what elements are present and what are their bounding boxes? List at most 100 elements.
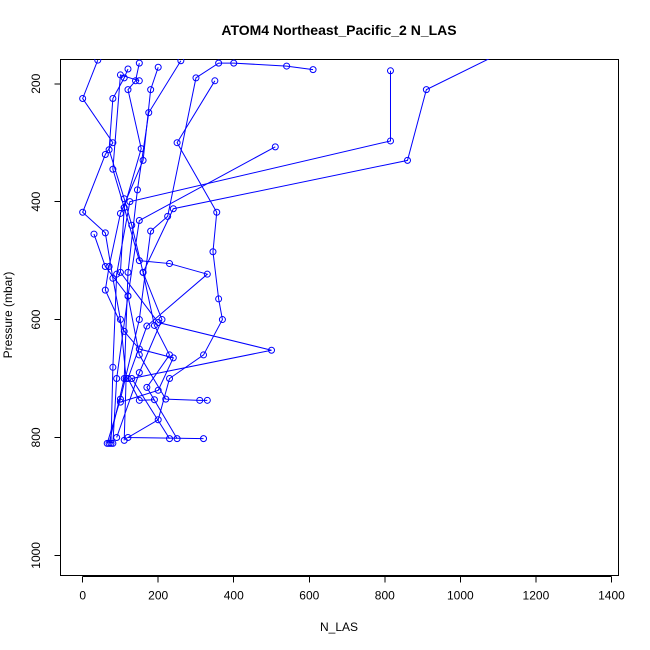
x-axis-label: N_LAS <box>320 620 358 634</box>
series-line <box>93 233 208 401</box>
x-tick-label: 1200 <box>523 589 550 603</box>
data-point <box>135 217 143 225</box>
data-point <box>126 198 134 206</box>
data-point <box>105 146 113 154</box>
data-point <box>116 71 124 79</box>
data-point <box>154 386 162 394</box>
data-point <box>109 363 117 371</box>
data-point <box>133 186 141 194</box>
data-point <box>200 351 208 359</box>
series-group <box>107 67 394 447</box>
x-tick-label: 400 <box>224 589 244 603</box>
data-point <box>495 51 501 57</box>
data-point <box>124 375 132 383</box>
data-point <box>169 205 177 213</box>
series-line <box>108 60 182 444</box>
data-point <box>113 270 121 278</box>
series-group <box>101 63 177 406</box>
data-point <box>109 439 117 447</box>
data-point <box>135 59 143 67</box>
data-point <box>79 95 87 102</box>
data-point <box>101 229 109 237</box>
data-point <box>162 395 170 403</box>
data-point <box>196 396 204 404</box>
data-point <box>109 274 117 282</box>
x-tick-label: 1400 <box>598 589 625 603</box>
data-point <box>283 62 291 70</box>
data-point <box>203 270 211 278</box>
x-axis: 0 200 400 600 800 1000 1200 1400 <box>79 576 625 603</box>
series-group <box>105 59 185 447</box>
data-point <box>169 354 177 362</box>
series-line <box>104 67 175 403</box>
series-group <box>109 143 279 447</box>
data-point <box>135 345 143 353</box>
plot-frame <box>60 59 619 576</box>
data-point <box>215 59 223 67</box>
data-point <box>268 346 276 354</box>
series-line <box>126 80 223 440</box>
data-point <box>143 322 151 330</box>
y-tick-label: 200 <box>29 73 43 93</box>
data-point <box>218 316 226 324</box>
data-point <box>203 396 211 404</box>
plot-area <box>79 51 501 447</box>
data-point <box>211 77 219 85</box>
x-tick-label: 200 <box>148 589 168 603</box>
x-tick-label: 600 <box>299 589 319 603</box>
data-point <box>124 292 132 300</box>
data-point <box>79 208 87 216</box>
series-line <box>110 70 391 444</box>
data-point <box>209 248 217 256</box>
data-point <box>101 263 109 271</box>
data-point <box>128 375 136 383</box>
data-point <box>154 319 162 327</box>
data-point <box>135 316 143 324</box>
data-point <box>116 268 124 276</box>
data-point <box>135 369 143 377</box>
data-point <box>154 416 162 424</box>
y-tick-label: 800 <box>29 427 43 447</box>
data-point <box>166 260 174 268</box>
data-point <box>143 383 151 391</box>
data-point <box>116 209 124 217</box>
data-point <box>94 59 102 64</box>
data-point <box>109 165 117 173</box>
data-point <box>173 435 181 443</box>
series-group <box>113 51 501 441</box>
y-tick-label: 400 <box>29 191 43 211</box>
series-line <box>82 59 127 441</box>
series-group <box>90 230 211 404</box>
data-point <box>124 433 132 441</box>
data-point <box>422 86 430 94</box>
data-point <box>109 95 117 102</box>
series-line <box>106 62 314 444</box>
data-point <box>139 268 147 276</box>
data-point <box>124 268 132 276</box>
data-point <box>200 435 208 443</box>
series-line <box>116 59 490 438</box>
data-point <box>105 263 113 271</box>
data-point <box>166 375 174 383</box>
data-point <box>113 375 121 383</box>
y-tick-label: 600 <box>29 309 43 329</box>
series-group <box>105 65 181 443</box>
data-point <box>213 208 221 216</box>
data-point <box>135 77 143 85</box>
chart-title: ATOM4 Northeast_Pacific_2 N_LAS <box>221 22 456 38</box>
series-line <box>112 74 209 401</box>
series-group <box>124 77 226 443</box>
series-group <box>79 59 130 444</box>
data-point <box>120 327 128 335</box>
data-point <box>139 156 147 164</box>
data-point <box>107 439 115 447</box>
x-tick-label: 0 <box>79 589 86 603</box>
data-point <box>192 74 200 82</box>
data-point <box>120 375 128 383</box>
data-point <box>386 67 394 75</box>
data-point <box>271 143 279 151</box>
y-axis-label: Pressure (mbar) <box>1 272 15 359</box>
data-point <box>116 398 124 406</box>
